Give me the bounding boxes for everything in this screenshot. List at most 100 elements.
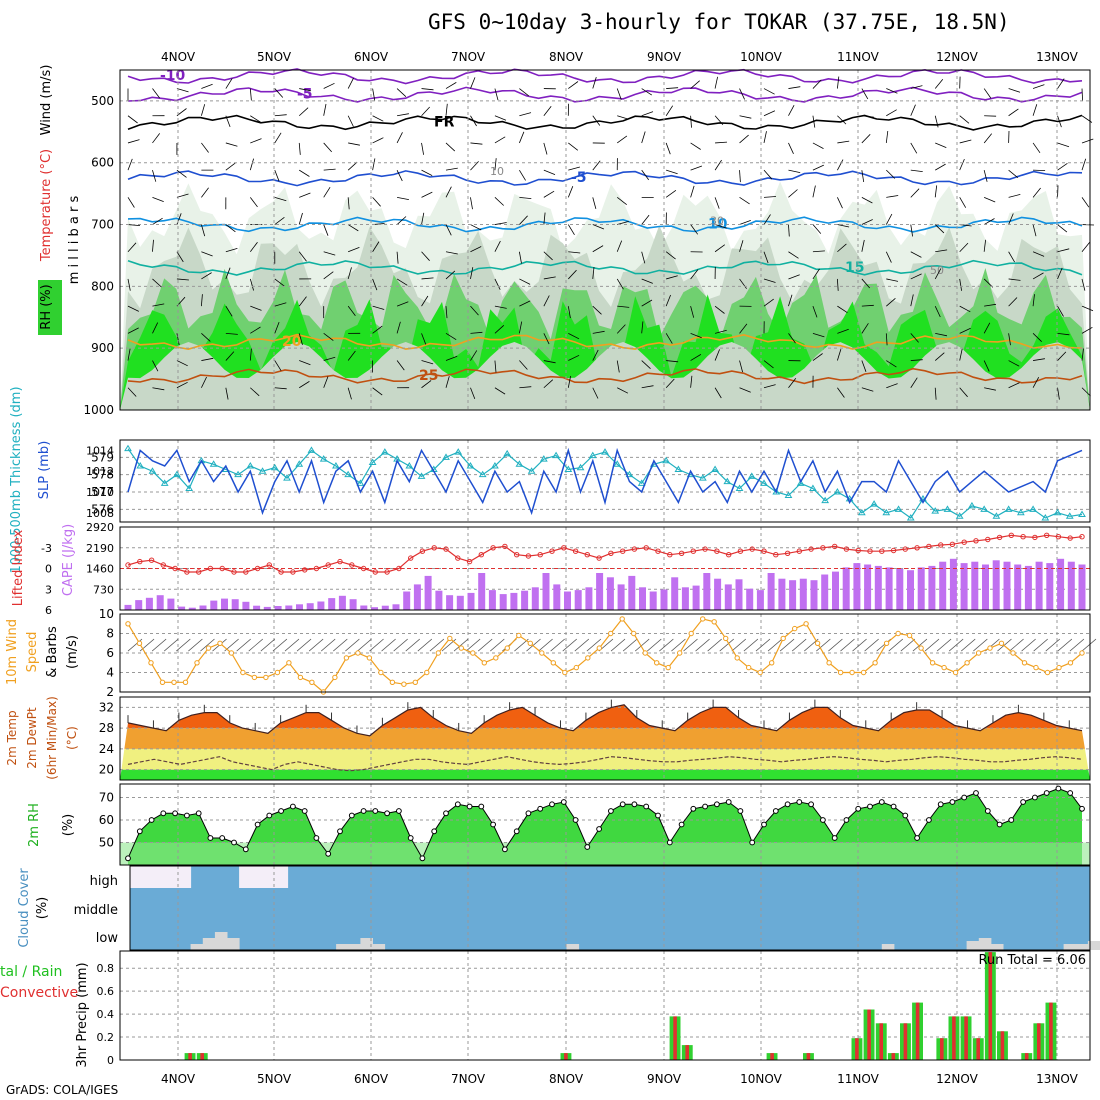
wind-speed-point [952,669,959,676]
wind-barb [299,360,311,366]
wind-barb [519,196,532,199]
wind-barb [836,278,839,291]
wind-barb [641,131,646,144]
cape-bar [692,585,700,610]
wind-barb [714,329,727,334]
cape-bar [564,591,571,610]
rh-shade-low [120,342,1090,410]
temp-contour-label: -10 [160,68,186,84]
wind-barb [788,189,798,198]
rh-legend-swatch [38,280,62,335]
wind-barb [176,381,188,389]
precip-run-total: Run Total = 6.06 [978,953,1086,968]
wind-speed-point [608,630,614,637]
cape-tick-label: 730 [93,583,114,596]
wind-barb [592,330,605,334]
precip-tick-label: 0.6 [97,985,115,998]
wind-barb [763,298,774,307]
li-point [726,552,732,558]
thickness-point [173,470,181,478]
wind-barb [959,348,963,361]
cape-bar [338,595,346,610]
cape-bar [188,607,196,610]
surface-wind-barb [1069,638,1085,652]
wind-barb [763,196,777,198]
surface-wind-barb [1081,638,1097,652]
wind-speed-point [872,660,878,666]
precip-convective-bar [867,1009,871,1060]
cape-bar [178,606,186,610]
wind-barb [935,332,948,337]
wind-barb [568,81,579,89]
cape-bar [542,573,550,610]
slp-tick-label: 1008 [86,507,114,520]
footer-credit: GrADS: COLA/IGES [6,1083,119,1097]
li-tick-label: 6 [45,604,52,617]
wind-barb [1008,333,1011,346]
wind-barb [152,322,159,334]
cape-bar [971,561,979,610]
wind-barb [861,134,871,144]
wind-barb [518,321,523,334]
cape-bar [585,587,593,610]
rh-point [878,799,885,805]
wind-speed-point [550,660,556,666]
wind-barb [201,187,209,198]
wind-barb [739,387,751,393]
wind-barb [543,360,556,364]
wind-barb [641,88,653,96]
surface-wind-barb [671,638,686,652]
wind-barb [984,303,997,307]
rh-point [478,803,485,810]
wind-barb [934,387,937,400]
low-cloud-bar [978,938,992,950]
cape-bar [810,580,818,610]
rh-point [1067,790,1074,796]
rh-point [1020,799,1026,805]
li-point [219,565,225,572]
thickness-point [234,470,242,478]
wind-barb [127,387,137,397]
cape-bar [949,558,957,610]
wind-speed-point [343,655,350,661]
wind-barb [1057,332,1070,336]
x-tick-label-top: 7NOV [451,50,486,64]
x-tick-label-top: 4NOV [161,50,196,64]
wind-barb [983,322,991,334]
precip-convective-bar [1049,1002,1053,1060]
li-point [172,565,178,572]
x-tick-label-bottom: 12NOV [936,1072,978,1086]
wind-barb [445,142,456,152]
rh-point [396,808,402,814]
rh-point [820,817,826,823]
cape-bar [349,599,357,610]
wind-barb [567,224,575,236]
wind-barb [249,348,252,361]
cape-bar [789,580,797,610]
wind-speed-point [998,640,1005,646]
wind-speed-point [148,660,154,666]
wind-barb [445,251,458,255]
wind-barb [470,305,479,316]
cape-bar [649,591,657,610]
wind-barb [616,240,623,252]
cape-bar [221,598,228,610]
thickness-point [625,470,634,478]
thickness-point [1016,508,1025,516]
thickness-point [576,463,585,471]
wind-barb [812,115,816,128]
precip-tick-label: 0 [107,1054,114,1067]
thickness-tick-label: 579 [91,450,114,464]
wind-barb [152,133,161,144]
wind-barb [837,115,847,125]
li-point [561,545,567,551]
rh-point [796,799,803,805]
temp-axis-label: 2m Temp [5,710,19,765]
wind-barb [714,159,722,171]
high-cloud-bar [154,866,167,888]
surface-wind-barb [948,638,964,652]
wind-barb [176,278,189,281]
wind-barb [445,82,457,89]
wind-barb [616,278,624,290]
thickness-point [613,460,622,467]
